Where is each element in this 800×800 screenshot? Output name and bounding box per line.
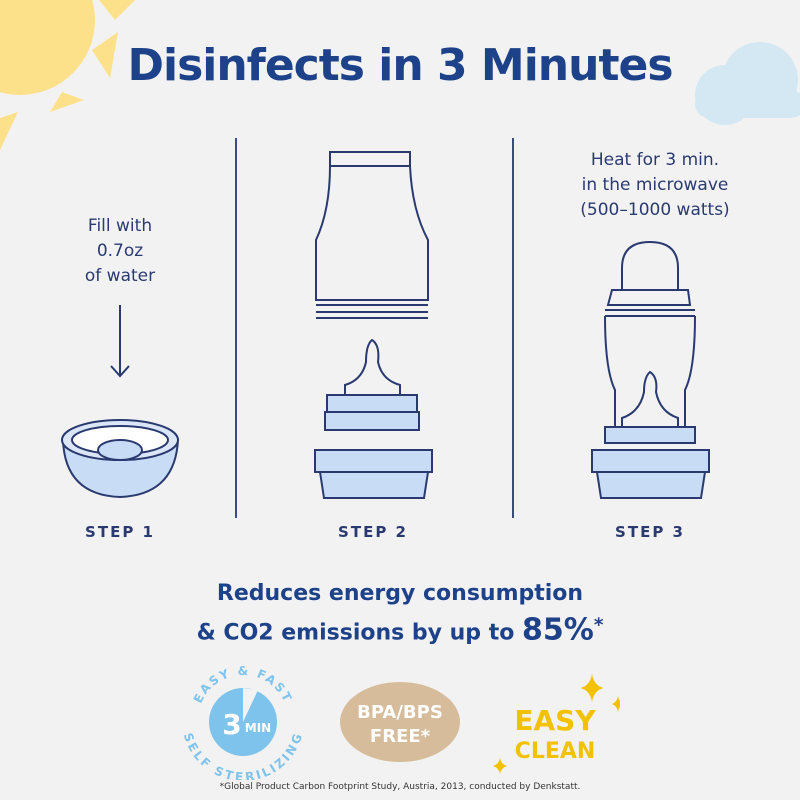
step3-label: STEP 3	[615, 523, 685, 541]
page-title: Disinfects in 3 Minutes	[127, 40, 673, 91]
step2-label: STEP 2	[338, 523, 408, 541]
badges: 3 MIN EASY & FAST SELF STERILIZING BPA/B…	[181, 664, 620, 780]
arrow-down-icon	[110, 305, 130, 378]
sparkle-icon	[612, 696, 620, 712]
bottle-body-icon	[315, 151, 429, 319]
collar-icon	[324, 394, 420, 431]
sparkle-icon	[493, 758, 507, 774]
footnote: *Global Product Carbon Footprint Study, …	[219, 782, 581, 792]
divider	[235, 138, 237, 518]
nipple-icon	[344, 338, 401, 396]
energy-claim: Reduces energy consumption & CO2 emissio…	[196, 581, 604, 648]
divider	[512, 138, 514, 518]
bowl-icon	[61, 419, 180, 499]
step3-instructions: Heat for 3 min. in the microwave (500–10…	[580, 150, 730, 220]
bpa-free-badge: BPA/BPS FREE*	[340, 682, 460, 762]
step-illustrations	[61, 151, 710, 499]
svg-text:CLEAN: CLEAN	[515, 739, 596, 764]
assembled-bottle-icon	[591, 240, 710, 499]
sun-icon	[0, 0, 135, 150]
step1-instructions: Fill with 0.7oz of water	[84, 216, 156, 286]
easy-clean-badge: EASY CLEAN	[493, 674, 620, 774]
self-sterilizing-badge: 3 MIN EASY & FAST SELF STERILIZING	[181, 664, 305, 780]
svg-text:FREE*: FREE*	[370, 726, 431, 747]
svg-text:BPA/BPS: BPA/BPS	[357, 702, 443, 723]
svg-text:3: 3	[222, 708, 241, 741]
svg-text:EASY: EASY	[514, 704, 596, 737]
container-icon	[314, 449, 433, 499]
step1-label: STEP 1	[85, 523, 155, 541]
sparkle-icon	[580, 674, 604, 702]
cloud-icon	[695, 42, 800, 125]
svg-text:MIN: MIN	[245, 721, 271, 735]
